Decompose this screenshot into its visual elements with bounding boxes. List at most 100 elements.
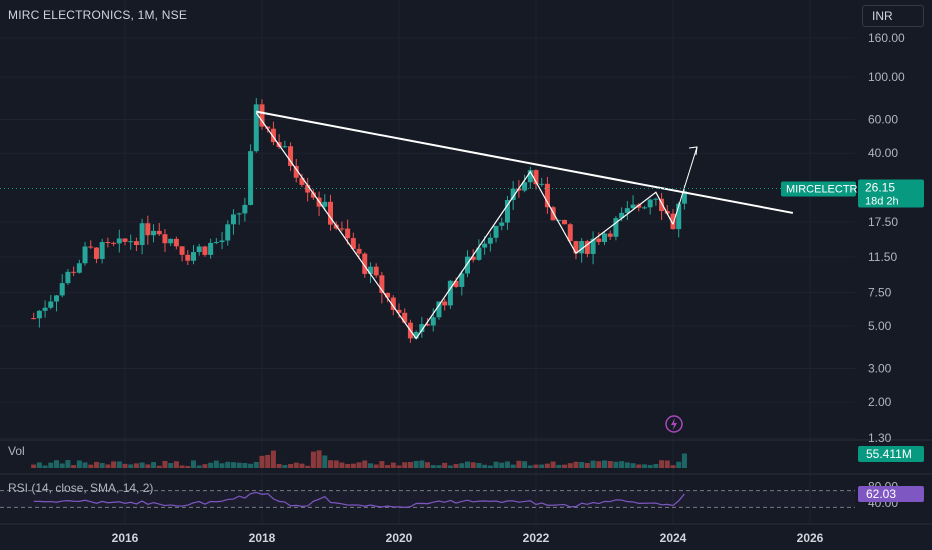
- countdown: 18d 2h: [865, 196, 899, 208]
- volume-bar: [356, 462, 362, 468]
- candle: [288, 146, 294, 166]
- volume-badge: [858, 446, 924, 462]
- symbol-badge: [781, 181, 856, 197]
- candle: [504, 200, 510, 223]
- volume-bar: [396, 465, 402, 468]
- candle: [510, 188, 516, 201]
- candle: [151, 230, 157, 236]
- candle: [339, 228, 345, 230]
- volume-bar: [179, 465, 185, 468]
- candle: [470, 256, 476, 260]
- volume-bar: [76, 460, 82, 468]
- candle: [111, 242, 117, 244]
- volume-bar: [556, 464, 562, 468]
- candle: [447, 280, 453, 306]
- candle: [145, 223, 151, 236]
- volume-bar: [191, 460, 196, 468]
- volume-bar: [641, 464, 647, 468]
- candle: [322, 201, 328, 207]
- candle: [442, 301, 448, 306]
- volume-bar: [522, 461, 528, 468]
- volume-bar: [544, 463, 550, 468]
- candle: [191, 252, 196, 261]
- candle: [653, 198, 659, 200]
- volume-bar: [282, 465, 288, 468]
- x-tick-label: 2026: [797, 531, 824, 545]
- candle: [402, 312, 408, 323]
- y-tick-label: 7.50: [868, 285, 892, 299]
- candle: [499, 222, 505, 226]
- volume-bar: [487, 465, 493, 468]
- volume-bar: [653, 464, 659, 468]
- volume-bar: [93, 461, 99, 468]
- candle: [516, 188, 522, 191]
- candle: [373, 266, 379, 276]
- x-tick-label: 2018: [249, 531, 276, 545]
- candle: [436, 301, 442, 318]
- volume-bar: [270, 450, 276, 468]
- volume-bar: [151, 462, 157, 468]
- volume-bar: [607, 461, 613, 468]
- y-tick-label: 160.00: [868, 31, 905, 45]
- volume-bar: [402, 462, 408, 468]
- volume-bar: [213, 460, 219, 468]
- candle: [544, 183, 550, 208]
- volume-bar: [116, 461, 122, 468]
- candle: [533, 170, 539, 185]
- volume-bar: [510, 464, 516, 468]
- candle: [493, 225, 499, 238]
- volume-bar: [624, 462, 630, 468]
- volume-bar: [328, 460, 333, 468]
- volume-bar: [573, 461, 579, 468]
- volume-bar: [590, 460, 596, 468]
- candle: [465, 256, 470, 274]
- candle: [550, 207, 556, 221]
- volume-bar: [276, 463, 282, 468]
- volume-bar: [647, 464, 653, 468]
- x-tick-label: 2024: [660, 531, 687, 545]
- candle: [265, 126, 271, 129]
- candle: [482, 243, 488, 248]
- candle: [579, 241, 585, 254]
- candle: [168, 238, 174, 244]
- volume-bar: [168, 463, 174, 468]
- lightning-icon: [665, 415, 683, 433]
- volume-bar: [99, 463, 105, 468]
- candle: [590, 238, 596, 254]
- candle: [396, 309, 402, 313]
- candle: [613, 218, 619, 237]
- candle: [567, 224, 573, 242]
- candle: [362, 253, 368, 274]
- volume-bar: [602, 460, 607, 468]
- volume-bar: [162, 460, 168, 468]
- candle: [527, 170, 533, 183]
- candle: [630, 204, 636, 209]
- candle: [179, 246, 185, 255]
- volume-label: Vol: [8, 444, 25, 458]
- candle: [425, 324, 431, 326]
- candle: [573, 241, 579, 254]
- volume-bar: [579, 462, 585, 468]
- candle: [225, 224, 231, 241]
- candle: [236, 213, 242, 215]
- candle: [156, 230, 162, 235]
- currency-button[interactable]: INR: [862, 5, 924, 27]
- volume-bar: [681, 453, 687, 468]
- volume-bar: [219, 463, 225, 468]
- candle: [54, 295, 59, 302]
- price-badge: [858, 179, 924, 208]
- candle: [459, 273, 465, 287]
- volume-bar: [362, 460, 368, 468]
- candle: [128, 241, 134, 243]
- candle: [562, 219, 568, 225]
- arrow-head: [688, 146, 698, 156]
- volume-value: 55.411M: [866, 447, 912, 461]
- volume-bar: [339, 462, 345, 468]
- candle: [213, 242, 219, 244]
- volume-bar: [459, 463, 465, 468]
- volume-bar: [288, 464, 294, 468]
- candle: [282, 146, 288, 148]
- candle: [122, 238, 128, 242]
- candle: [42, 307, 48, 311]
